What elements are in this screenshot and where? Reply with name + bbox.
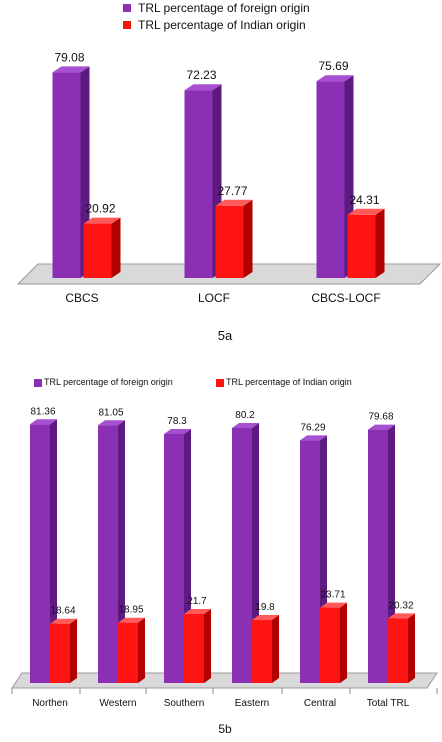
bar-foreign-0 — [52, 72, 81, 278]
value-label-foreign-0: 81.36 — [30, 406, 55, 417]
bar-indian-1-top — [215, 199, 253, 206]
bar-foreign-0 — [30, 424, 50, 683]
bar-indian-4-side — [340, 602, 347, 683]
bar-indian-3-side — [272, 615, 279, 683]
bar-indian-0-top — [83, 217, 121, 224]
bar-foreign-2 — [164, 434, 184, 683]
bar-indian-2-side — [204, 608, 211, 683]
bar-indian-2-top — [347, 208, 385, 215]
bar-indian-4-top — [320, 602, 347, 608]
value-label-foreign-3: 80.2 — [235, 410, 255, 421]
bar-indian-2-top — [184, 608, 211, 614]
bar-foreign-2 — [316, 81, 345, 279]
value-label-indian-2: 21.7 — [187, 596, 207, 607]
bar-indian-1 — [118, 622, 138, 683]
bar-indian-2 — [184, 613, 204, 683]
chart-caption: 5b — [218, 722, 232, 736]
value-label-indian-0: 18.64 — [50, 606, 75, 617]
bar-indian-1-side — [138, 617, 145, 683]
value-label-indian-2: 24.31 — [349, 193, 379, 207]
legend-label-foreign: TRL percentage of foreign origin — [138, 1, 310, 15]
bar-foreign-1 — [98, 425, 118, 683]
bar-foreign-3-top — [232, 422, 259, 428]
legend-swatch-foreign — [34, 379, 42, 387]
chart-caption: 5a — [218, 328, 233, 343]
bar-indian-1-side — [243, 199, 253, 278]
bar-indian-1-top — [118, 617, 145, 623]
bar-indian-5-top — [388, 613, 415, 619]
bar-indian-0-top — [50, 618, 77, 624]
bar-foreign-5-top — [368, 424, 395, 430]
value-label-indian-3: 19.8 — [255, 602, 275, 613]
bar-foreign-1-top — [98, 420, 125, 426]
legend-swatch-indian — [216, 379, 224, 387]
value-label-foreign-2: 75.69 — [318, 59, 348, 73]
bar-foreign-3 — [232, 427, 252, 683]
value-label-foreign-1: 81.05 — [98, 407, 123, 418]
legend-label-indian: TRL percentage of Indian origin — [226, 377, 352, 387]
bar-indian-1 — [215, 205, 244, 278]
category-label-0: CBCS — [65, 291, 98, 305]
bar-indian-5 — [388, 618, 408, 683]
bar-foreign-4-top — [300, 435, 327, 441]
bar-foreign-0-top — [52, 66, 90, 73]
bar-foreign-5 — [368, 429, 388, 683]
bar-indian-2 — [347, 214, 376, 278]
value-label-indian-1: 18.95 — [118, 605, 143, 616]
bar-foreign-1-side — [118, 420, 125, 683]
value-label-foreign-2: 78.3 — [167, 416, 187, 427]
legend-swatch-foreign — [123, 4, 131, 12]
value-label-indian-0: 20.92 — [85, 202, 115, 216]
bar-foreign-1 — [184, 90, 213, 279]
bar-indian-0 — [50, 623, 70, 683]
bar-indian-0-side — [70, 618, 77, 683]
category-label-2: Southern — [164, 698, 205, 709]
value-label-foreign-5: 79.68 — [368, 412, 393, 423]
category-label-0: Northen — [32, 698, 68, 709]
value-label-indian-4: 23.71 — [320, 590, 345, 601]
category-label-3: Eastern — [235, 698, 269, 709]
bar-indian-5-side — [408, 613, 415, 683]
bar-foreign-0-side — [50, 419, 57, 683]
bar-foreign-2-top — [164, 429, 191, 435]
category-label-4: Central — [304, 698, 336, 709]
bar-foreign-0-top — [30, 419, 57, 425]
value-label-foreign-4: 76.29 — [300, 422, 325, 433]
category-label-2: CBCS-LOCF — [311, 291, 380, 305]
bar-indian-2-side — [375, 208, 385, 278]
bar-indian-3-top — [252, 615, 279, 621]
bar-foreign-1-top — [184, 84, 222, 91]
bar-indian-4 — [320, 607, 340, 683]
bar-indian-0-side — [111, 217, 121, 278]
value-label-indian-5: 20.32 — [388, 600, 413, 611]
value-label-foreign-1: 72.23 — [186, 68, 216, 82]
category-label-1: Western — [99, 698, 136, 709]
value-label-indian-1: 27.77 — [217, 184, 247, 198]
category-label-1: LOCF — [198, 291, 230, 305]
value-label-foreign-0: 79.08 — [54, 50, 84, 64]
category-label-5: Total TRL — [367, 698, 410, 709]
bar-foreign-4 — [300, 440, 320, 683]
bar-indian-3 — [252, 620, 272, 683]
bar-indian-0 — [83, 223, 112, 278]
legend-swatch-indian — [123, 21, 131, 29]
legend-label-indian: TRL percentage of Indian origin — [138, 18, 306, 32]
legend-label-foreign: TRL percentage of foreign origin — [44, 377, 173, 387]
bar-foreign-2-top — [316, 75, 354, 82]
